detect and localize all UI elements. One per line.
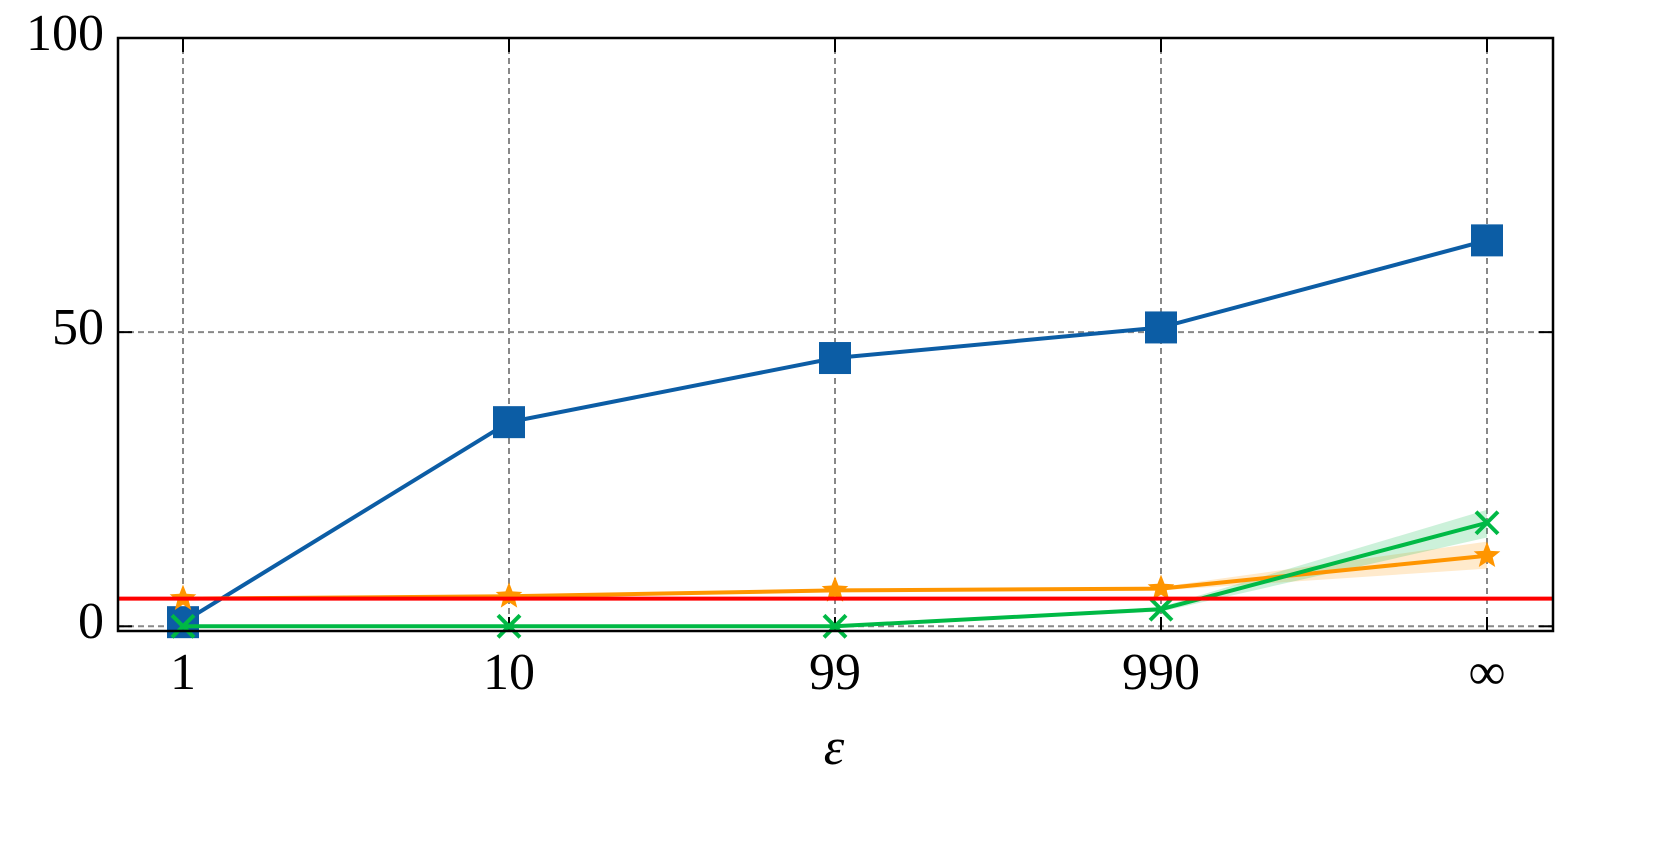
marker <box>496 613 522 639</box>
x-tick-label: 1 <box>170 644 196 701</box>
y-tick-label: 100 <box>26 5 104 62</box>
marker <box>1145 311 1177 344</box>
marker <box>167 606 199 639</box>
marker <box>1471 224 1503 257</box>
x-tick-label: 990 <box>1122 644 1200 701</box>
y-tick-label: 0 <box>78 593 104 650</box>
marker <box>1474 510 1500 536</box>
marker <box>1148 596 1174 622</box>
marker <box>493 406 525 439</box>
x-tick-label: 99 <box>809 644 861 701</box>
marker <box>821 576 849 602</box>
y-tick-label: 50 <box>52 299 104 356</box>
x-tick-label: 10 <box>483 644 535 701</box>
x-tick-label: ∞ <box>1468 644 1505 701</box>
marker <box>170 613 196 639</box>
marker <box>1473 541 1501 568</box>
marker <box>1147 574 1175 600</box>
plot-frame <box>116 36 1555 633</box>
marker <box>819 342 851 375</box>
x-axis-label: ε <box>824 719 845 776</box>
marker <box>495 582 523 608</box>
marker <box>822 613 848 639</box>
